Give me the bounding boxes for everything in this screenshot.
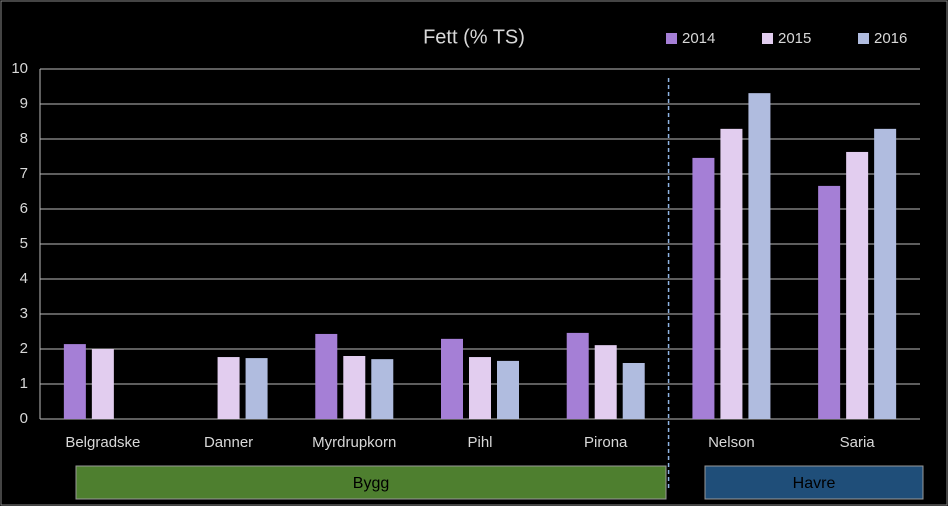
group-box [75,465,667,500]
x-tick-label: Saria [840,434,876,451]
bar [818,185,841,419]
bar [315,333,338,419]
legend-label: 2014 [682,30,715,47]
y-tick-label: 8 [20,130,28,147]
bar [91,349,114,419]
y-tick-label: 1 [20,375,28,392]
y-tick-label: 5 [20,235,28,252]
legend-swatch [666,33,677,44]
bar [245,358,268,419]
bar [846,151,869,419]
x-tick-label: Belgradske [65,434,140,451]
bar [497,360,519,419]
bar [748,93,771,420]
bar [343,356,366,419]
legend-label: 2015 [778,30,811,47]
bar [692,157,715,419]
bar [566,332,589,419]
x-tick-label: Myrdrupkorn [312,434,396,451]
x-tick-label: Nelson [708,434,755,451]
group-box [704,465,924,500]
bar [594,345,617,419]
y-tick-label: 7 [20,165,28,182]
y-tick-label: 0 [20,410,28,427]
group-label: Bygg [353,475,389,492]
bar [63,344,86,419]
bar [469,357,491,419]
x-tick-label: Pirona [584,434,628,451]
legend-swatch [858,33,869,44]
y-tick-label: 4 [20,270,28,287]
y-tick-label: 10 [11,60,28,77]
y-tick-label: 6 [20,200,28,217]
bar [874,128,897,419]
x-tick-label: Danner [204,434,253,451]
legend-label: 2016 [874,30,907,47]
bar [441,338,463,419]
chart-title: Fett (% TS) [423,26,525,48]
legend-swatch [762,33,773,44]
group-label: Havre [793,475,836,492]
bar [371,359,394,419]
bar [217,357,240,419]
y-tick-label: 3 [20,305,28,322]
bar [720,128,743,419]
x-tick-label: Pihl [467,434,492,451]
y-tick-label: 2 [20,340,28,357]
bar [622,363,645,419]
y-tick-label: 9 [20,95,28,112]
